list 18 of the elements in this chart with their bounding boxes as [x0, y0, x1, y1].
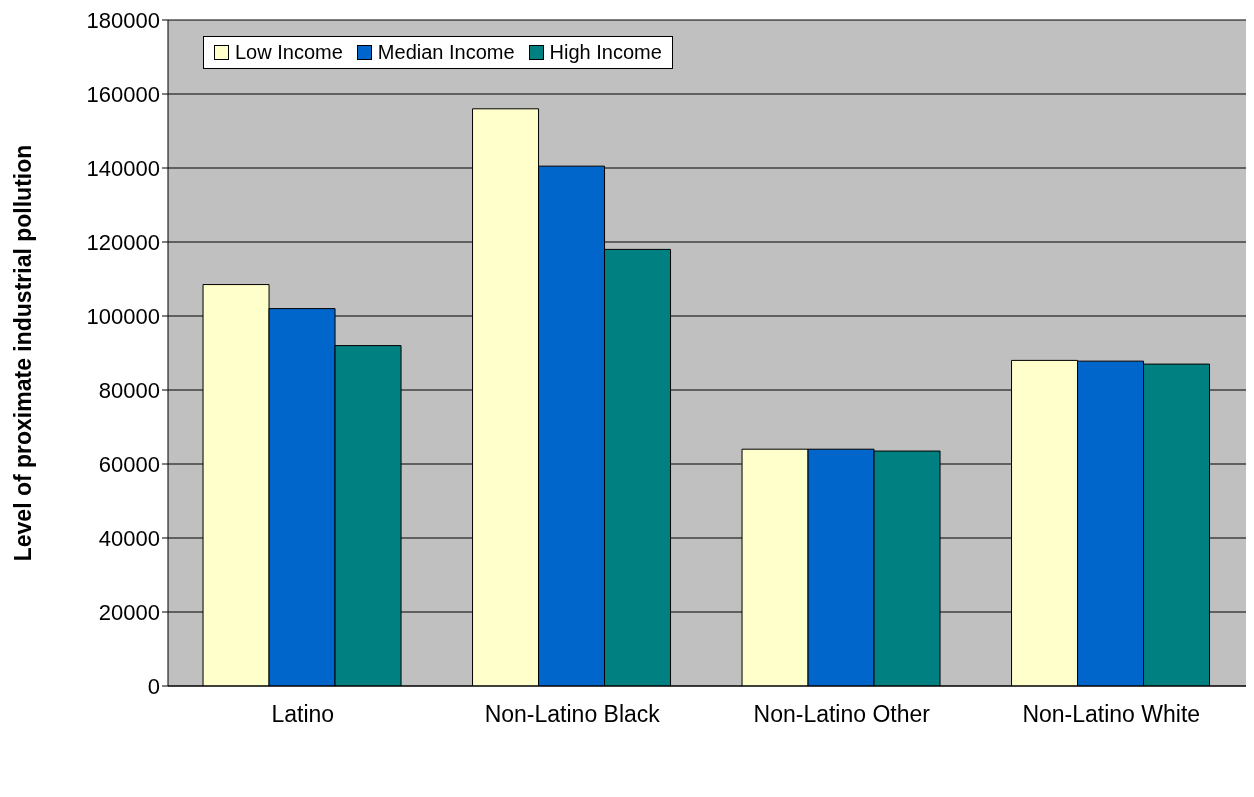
legend-label: Low Income: [235, 41, 343, 64]
x-tick-label: Latino: [271, 701, 335, 728]
legend-label: Median Income: [377, 41, 515, 64]
legend-label: High Income: [549, 41, 662, 64]
y-tick-label: 120000: [86, 229, 160, 255]
y-tick-label: 140000: [86, 155, 160, 181]
y-axis-title: Level of proximate industrial pollution: [10, 144, 37, 562]
y-tick-label: 180000: [86, 7, 160, 33]
x-tick-label: Non-Latino Other: [753, 701, 931, 728]
y-tick-label: 80000: [98, 377, 160, 403]
y-tick-label: 60000: [98, 451, 160, 477]
y-tick-label: 100000: [86, 303, 160, 329]
x-tick-label: Non-Latino Black: [484, 701, 661, 728]
y-tick-label: 40000: [98, 525, 160, 551]
y-tick-label: 160000: [86, 81, 160, 107]
y-tick-label: 0: [147, 673, 160, 699]
y-tick-label: 20000: [98, 599, 160, 625]
x-tick-label: Non-Latino White: [1022, 701, 1201, 728]
